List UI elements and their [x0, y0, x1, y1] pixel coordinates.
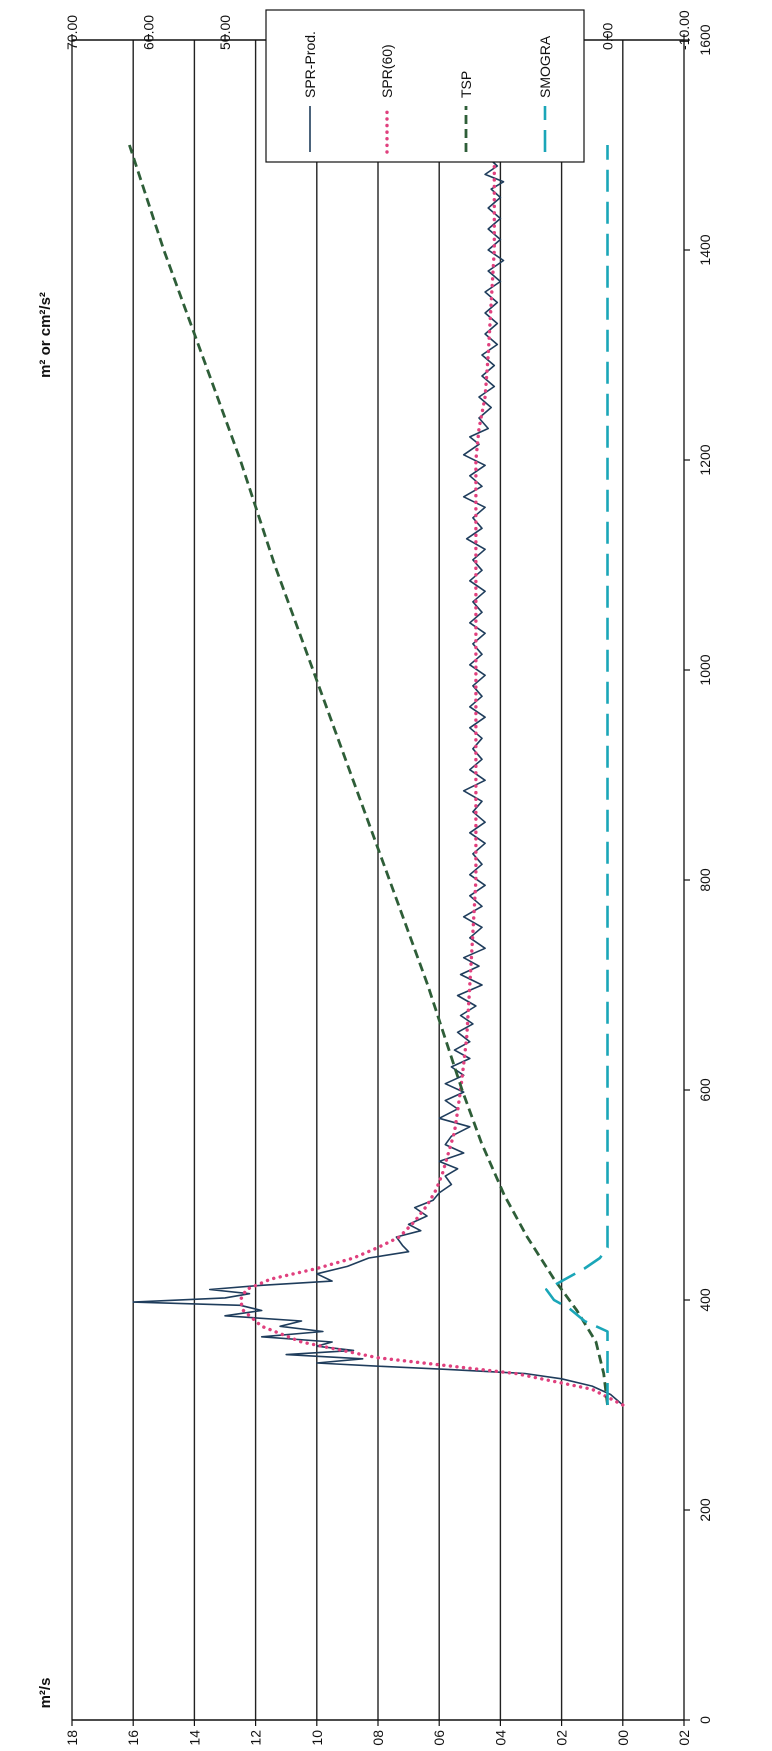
series-lines [128, 143, 625, 1407]
left-axis-tick-label: 0.06 [431, 1730, 447, 1746]
left-axis-tick-label: 0.10 [309, 1730, 325, 1746]
x-axis-tick-label: 800 [697, 868, 713, 892]
right-axis-tick-label: 50.00 [217, 15, 233, 50]
legend-label: SPR(60) [379, 44, 395, 98]
x-axis-tick-label: 200 [697, 1498, 713, 1522]
left-axis-tick-label: 0.00 [615, 1730, 631, 1746]
series-line-spr-prod [132, 144, 624, 1406]
right-axis-title: m² or cm²/s² [37, 292, 54, 378]
right-axis-tick-label: 0.00 [600, 23, 616, 50]
right-axis-tick-label: 60.00 [141, 15, 157, 50]
legend: SPR-Prod. SPR(60) TSP SMOGRA [265, 9, 585, 163]
left-axis-tick-label: -0.02 [676, 1730, 692, 1746]
right-axis-tick-label: -10.00 [676, 10, 692, 50]
left-axis-tick-label: 0.12 [248, 1730, 264, 1746]
left-axis-title: m²/s [37, 1678, 54, 1709]
x-axis-tick-label: 1200 [697, 444, 713, 475]
legend-label: TSP [458, 71, 474, 98]
left-axis-tick-label: 0.16 [125, 1730, 141, 1746]
legend-label: SMOGRA [537, 35, 553, 98]
legend-box [265, 9, 585, 163]
series-line-smogra [545, 145, 609, 1405]
left-axis-tick-label: 0.14 [186, 1730, 202, 1746]
axes [71, 34, 690, 1726]
left-axis-tick-label: 0.02 [554, 1730, 570, 1746]
left-axis-tick-label: 0.08 [370, 1730, 386, 1746]
x-axis-tick-label: 400 [697, 1288, 713, 1312]
x-axis-tick-label: 1600 [697, 24, 713, 55]
x-axis-tick-label: 1400 [697, 234, 713, 265]
x-axis-tick-label: 1000 [697, 654, 713, 685]
gridlines [71, 40, 685, 1720]
left-axis-tick-label: 0.04 [492, 1730, 508, 1746]
right-axis-tick-label: 70.00 [64, 15, 80, 50]
x-axis-tick-label: 0 [697, 1716, 713, 1724]
series-line-spr-60 [238, 143, 625, 1407]
x-axis-tick-label: 600 [697, 1078, 713, 1102]
series-line-tsp [128, 144, 609, 1406]
legend-label: SPR-Prod. [302, 31, 318, 98]
left-axis-tick-label: 0.18 [64, 1730, 80, 1746]
